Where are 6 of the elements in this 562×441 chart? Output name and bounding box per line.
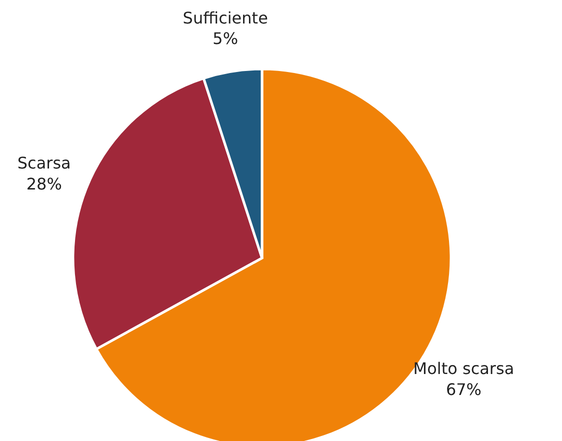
slice-label: Molto scarsa	[413, 359, 514, 378]
slice-label: Sufficiente	[182, 8, 268, 28]
data-label: 28%	[26, 174, 62, 194]
slice-label: Scarsa	[17, 154, 71, 173]
data-label: 67%	[446, 380, 482, 399]
data-label: 5%	[212, 29, 238, 48]
